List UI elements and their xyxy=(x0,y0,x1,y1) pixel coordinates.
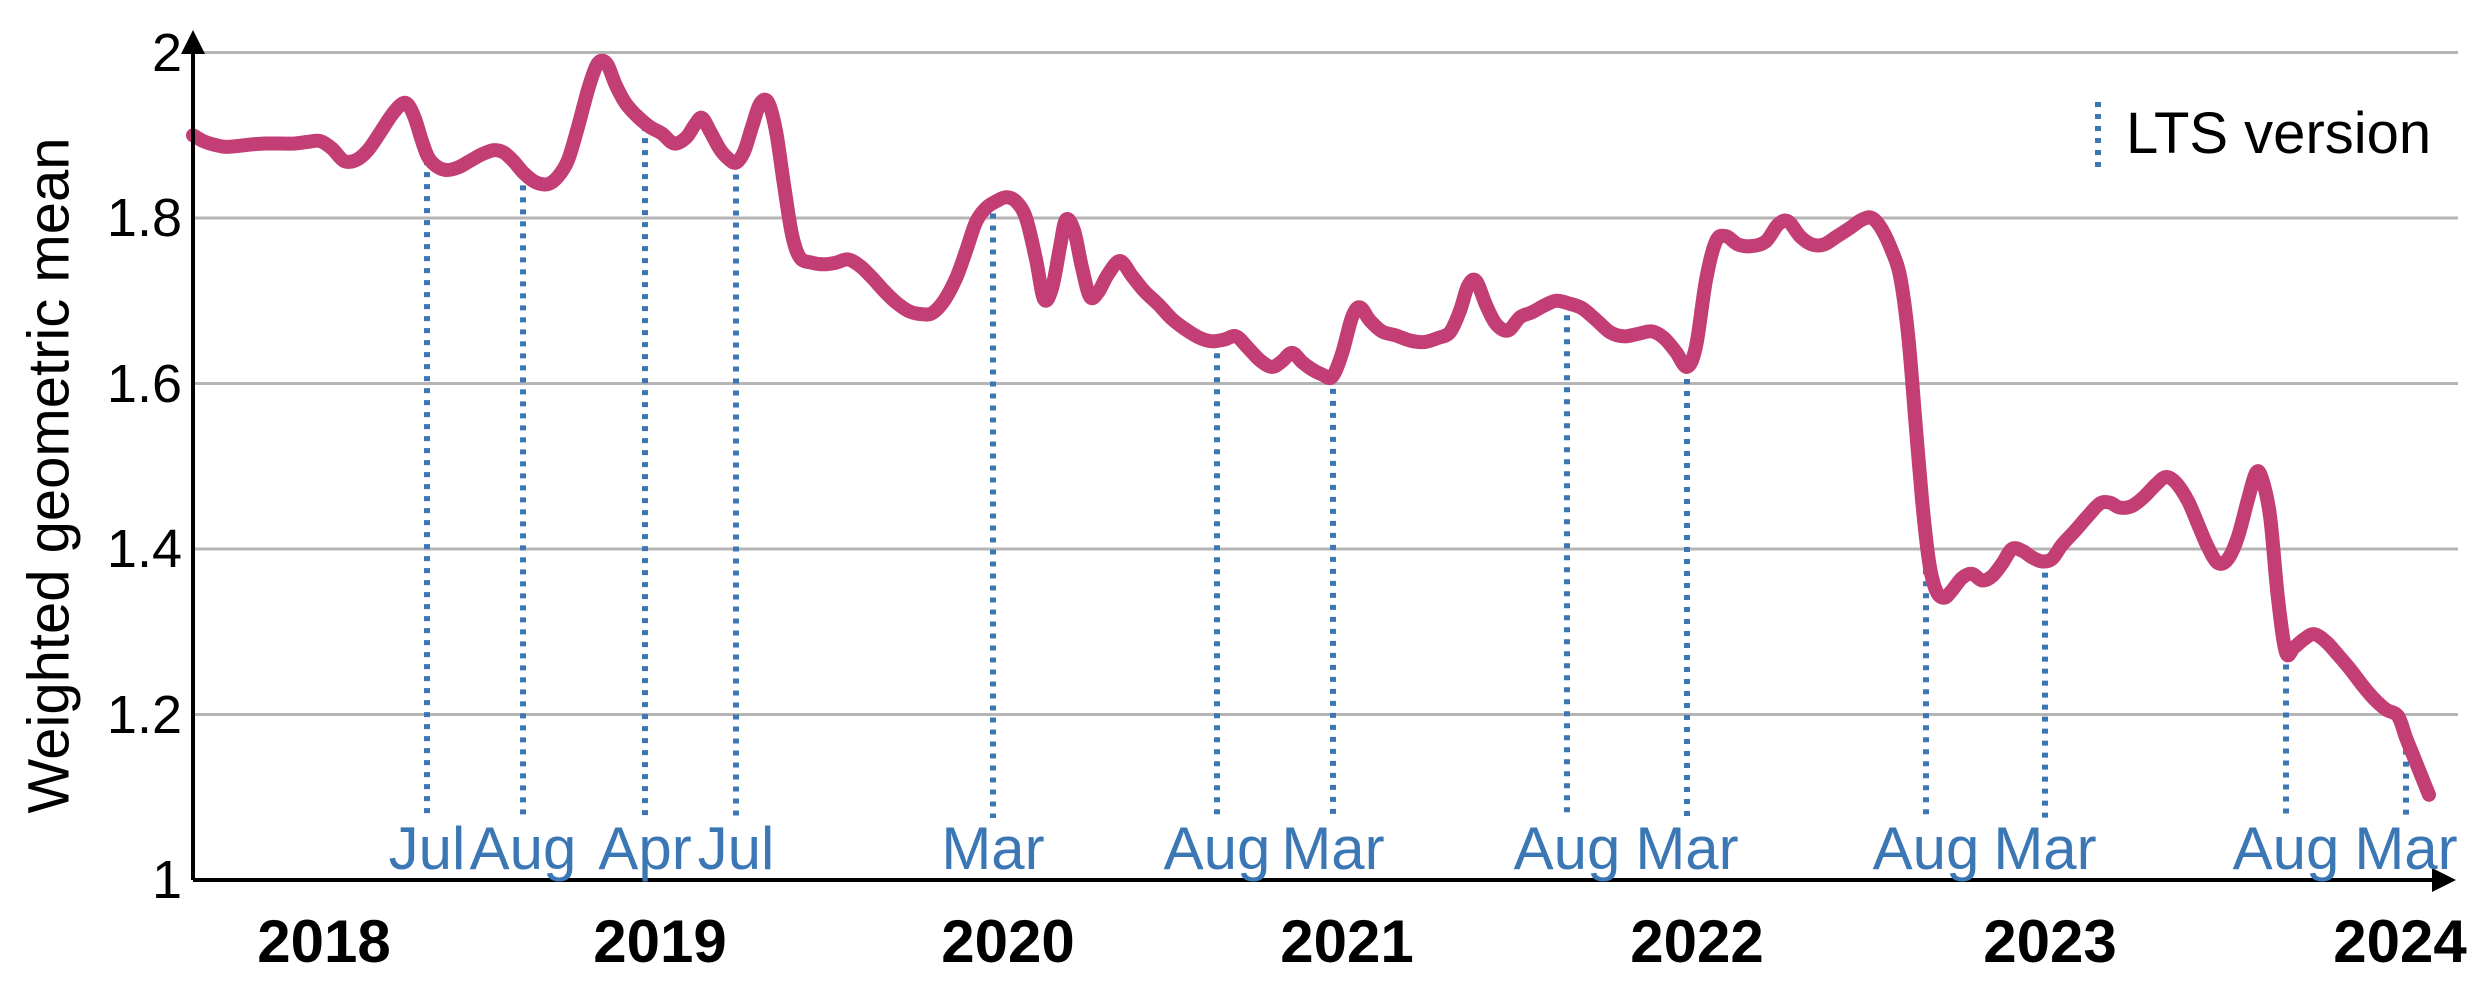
legend: LTS version xyxy=(2086,98,2431,170)
x-year-label: 2022 xyxy=(1630,908,1764,975)
lts-month-label: Mar xyxy=(941,815,1045,882)
y-axis-arrow-icon xyxy=(181,30,205,54)
lts-month-label: Aug xyxy=(1872,815,1980,882)
legend-label: LTS version xyxy=(2126,101,2432,166)
y-tick-label: 1.8 xyxy=(106,188,182,248)
y-tick-label: 1 xyxy=(151,850,182,910)
lts-month-label: Mar xyxy=(1993,815,2097,882)
x-axis-arrow-icon xyxy=(2432,868,2456,892)
lts-month-label: Aug xyxy=(1163,815,1271,882)
lts-month-label: Aug xyxy=(1513,815,1621,882)
lts-month-label: Mar xyxy=(1635,815,1739,882)
lts-month-label: Jul xyxy=(697,815,775,882)
x-year-label: 2019 xyxy=(593,908,727,975)
y-tick-label: 2 xyxy=(151,22,182,83)
x-year-label: 2020 xyxy=(941,908,1075,975)
lts-month-label: Aug xyxy=(469,815,577,882)
x-year-label: 2023 xyxy=(1983,908,2117,975)
lts-dotted-line-icon xyxy=(2095,102,2101,168)
lts-month-label: Mar xyxy=(2354,815,2458,882)
x-year-label: 2018 xyxy=(257,908,391,975)
lts-month-label: Mar xyxy=(1281,815,1385,882)
y-tick-label: 1.2 xyxy=(106,684,182,745)
x-year-label: 2024 xyxy=(2333,908,2467,975)
lts-month-label: Aug xyxy=(2232,815,2340,882)
x-year-label: 2021 xyxy=(1280,908,1414,975)
lts-month-label: Jul xyxy=(388,815,466,882)
lts-month-label: Apr xyxy=(598,815,692,882)
y-tick-label: 1.4 xyxy=(106,519,182,579)
series-line xyxy=(186,53,2436,802)
y-tick-label: 1.6 xyxy=(106,353,182,414)
